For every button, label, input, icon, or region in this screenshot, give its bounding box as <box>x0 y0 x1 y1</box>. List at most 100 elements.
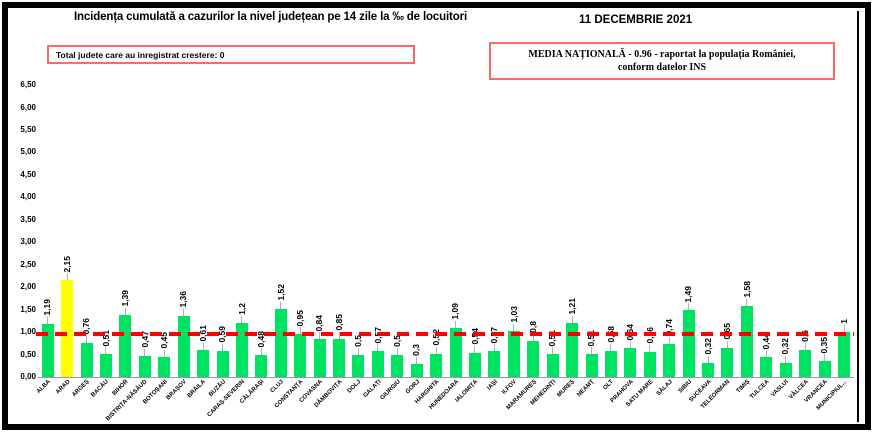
label-leader-line <box>435 346 437 354</box>
bar-series: 1,19 ALBA 2,15 ARAD 0,76 ARGEȘ 0,51 BACĂU 1,39 BI… <box>36 85 854 422</box>
frame-inner-line <box>857 11 859 422</box>
bar-group: 1 MUNICIPIUL... <box>816 85 853 412</box>
y-tick-label: 1,00 <box>20 327 36 337</box>
label-leader-line <box>649 344 651 352</box>
x-axis-line <box>38 377 854 378</box>
bar <box>274 308 287 377</box>
bar-group: 0,48 CĂLĂRAȘI <box>239 85 271 405</box>
bar-group: 0,45 BOTOȘANI <box>142 85 174 406</box>
label-leader-line <box>571 315 573 323</box>
chart-date: 11 DECEMBRIE 2021 <box>579 14 693 26</box>
bar <box>663 343 676 377</box>
bar-group: 1,39 BIHOR <box>112 85 135 397</box>
bar-value-label: 0,95 <box>294 309 305 327</box>
national-average-line2: conform datelor INS <box>617 62 707 73</box>
plot-area: 1,19 ALBA 2,15 ARAD 0,76 ARGEȘ 0,51 BACĂU 1,39 BI… <box>36 85 854 422</box>
label-leader-line <box>843 325 845 333</box>
bar <box>566 322 579 377</box>
label-leader-line <box>513 323 515 331</box>
label-leader-line <box>260 348 262 356</box>
bar-value-label: 1 <box>838 319 849 325</box>
label-leader-line <box>66 273 68 281</box>
bar-group: 0,51 NEAMȚ <box>576 85 601 398</box>
bar <box>235 323 248 377</box>
bar <box>138 355 151 377</box>
bar <box>371 351 384 377</box>
y-tick-label: 0,50 <box>20 349 36 359</box>
bar-highlighted <box>61 280 74 377</box>
bar <box>604 350 617 377</box>
label-leader-line <box>765 350 767 358</box>
label-leader-line <box>222 343 223 351</box>
bar <box>391 354 404 377</box>
bar <box>760 357 773 377</box>
bar-group: 1,36 BRAȘOV <box>166 85 193 401</box>
y-tick-label: 6,00 <box>20 102 36 112</box>
label-leader-line <box>105 347 107 355</box>
bar-group: 0,61BRĂILA <box>187 85 212 399</box>
label-leader-line <box>241 316 243 324</box>
label-leader-line <box>474 345 476 353</box>
label-leader-line <box>532 334 534 342</box>
bar <box>779 362 792 377</box>
bar <box>682 310 695 377</box>
y-tick-label: 4,00 <box>20 192 36 202</box>
bar-group: 2,15 ARAD <box>55 85 76 396</box>
bar-value-label: 1,21 <box>566 298 577 315</box>
bar-group: 0,32 SUCEAVA <box>688 85 717 403</box>
bar <box>255 355 268 377</box>
bar-value-label: 2,15 <box>61 255 72 273</box>
bar-value-label: 0,5 <box>353 334 364 347</box>
bar-group: 1,03 ILFOV <box>501 85 523 396</box>
y-tick-label: 4,50 <box>20 169 36 179</box>
label-leader-line <box>668 336 670 344</box>
bar-value-label: 0,54 <box>469 328 480 345</box>
bar <box>818 361 831 377</box>
label-leader-line <box>824 354 826 362</box>
bar-group: 0,76 ARGEȘ <box>71 85 96 398</box>
bar-group: 0,6 VÂLCEA <box>788 85 814 401</box>
label-leader-line <box>202 342 204 350</box>
chart-title: Incidența cumulată a cazurilor la nivel … <box>74 11 467 23</box>
bar-value-label: 1,36 <box>178 291 189 308</box>
bar-value-label: 0,85 <box>333 314 344 331</box>
bar-value-label: 1,2 <box>236 303 247 316</box>
y-tick-label: 2,00 <box>20 282 36 292</box>
label-leader-line <box>746 299 748 306</box>
bar-value-label: 1,03 <box>508 306 519 323</box>
bar <box>333 338 346 377</box>
y-tick-label: 5,00 <box>20 147 36 157</box>
label-leader-line <box>357 347 359 355</box>
label-leader-line <box>804 343 806 350</box>
bar-group: 0,8 MARAMUREȘ <box>505 85 543 411</box>
bar <box>158 356 171 377</box>
bar-group: 0,47 BISTRIȚA-NĂSĂUD <box>106 85 154 422</box>
label-leader-line <box>144 348 146 356</box>
bar-group: 0,58OLT <box>601 85 620 391</box>
label-leader-line <box>124 307 126 315</box>
bar-group: 0,32 VASLUI <box>771 85 795 398</box>
label-leader-line <box>726 340 728 348</box>
bar <box>702 362 715 377</box>
bar-value-label: 1,58 <box>741 281 752 298</box>
bar <box>527 341 540 377</box>
bar-group: 0,44 TULCEA <box>749 85 776 400</box>
bar <box>430 353 443 377</box>
bar-group: 0,57GALAȚI <box>362 85 387 399</box>
label-leader-line <box>455 321 457 328</box>
bar-value-label: 1,09 <box>450 303 461 320</box>
bar-value-label: 1,39 <box>120 290 131 307</box>
bar <box>119 314 132 377</box>
bar-value-label: 1,49 <box>683 285 694 303</box>
bar <box>197 349 210 377</box>
bar-group: 1,58 TIMIȘ <box>736 85 756 395</box>
label-leader-line <box>377 344 379 352</box>
bar-group: 1,21 MUREȘ <box>557 85 581 399</box>
label-leader-line <box>280 301 282 309</box>
bar-group: 0,65TELEORMAN <box>701 85 737 410</box>
bar <box>216 350 229 377</box>
bar-group: 0,5 DOLJ <box>347 85 368 395</box>
label-leader-line <box>785 355 787 363</box>
bar <box>799 350 812 377</box>
